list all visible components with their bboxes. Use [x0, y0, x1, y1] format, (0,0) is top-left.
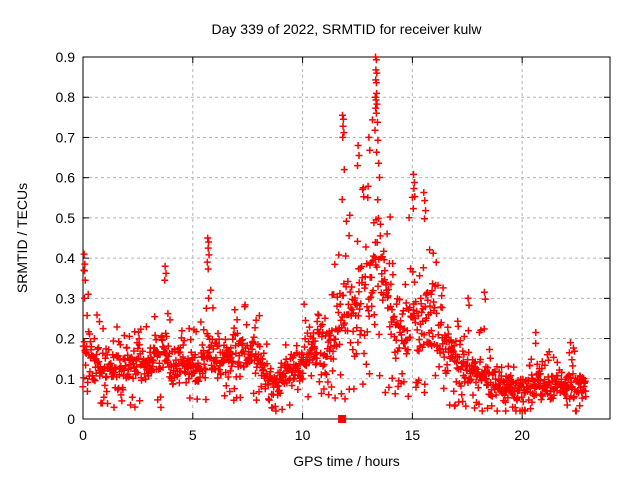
y-tick-label: 0.3	[56, 290, 76, 306]
x-axis-label: GPS time / hours	[293, 453, 400, 469]
scatter-points	[79, 53, 590, 415]
chart-title: Day 339 of 2022, SRMTID for receiver kul…	[211, 21, 482, 37]
y-tick-label: 0.2	[56, 331, 76, 347]
y-tick-label: 0.7	[56, 129, 76, 145]
x-tick-label: 15	[405, 427, 421, 443]
y-tick-label: 0.9	[56, 49, 76, 65]
x-tick-label: 0	[79, 427, 87, 443]
y-tick-label: 0.8	[56, 89, 76, 105]
event-marker-square	[338, 415, 347, 423]
y-tick-label: 0.1	[56, 371, 76, 387]
y-tick-label: 0.6	[56, 170, 76, 186]
y-tick-label: 0.4	[56, 250, 76, 266]
plot-border	[82, 56, 611, 420]
y-tick-label: 0	[67, 411, 75, 427]
y-tick-label: 0.5	[56, 210, 76, 226]
x-tick-label: 10	[295, 427, 311, 443]
x-tick-label: 5	[189, 427, 197, 443]
x-tick-label: 20	[514, 427, 530, 443]
